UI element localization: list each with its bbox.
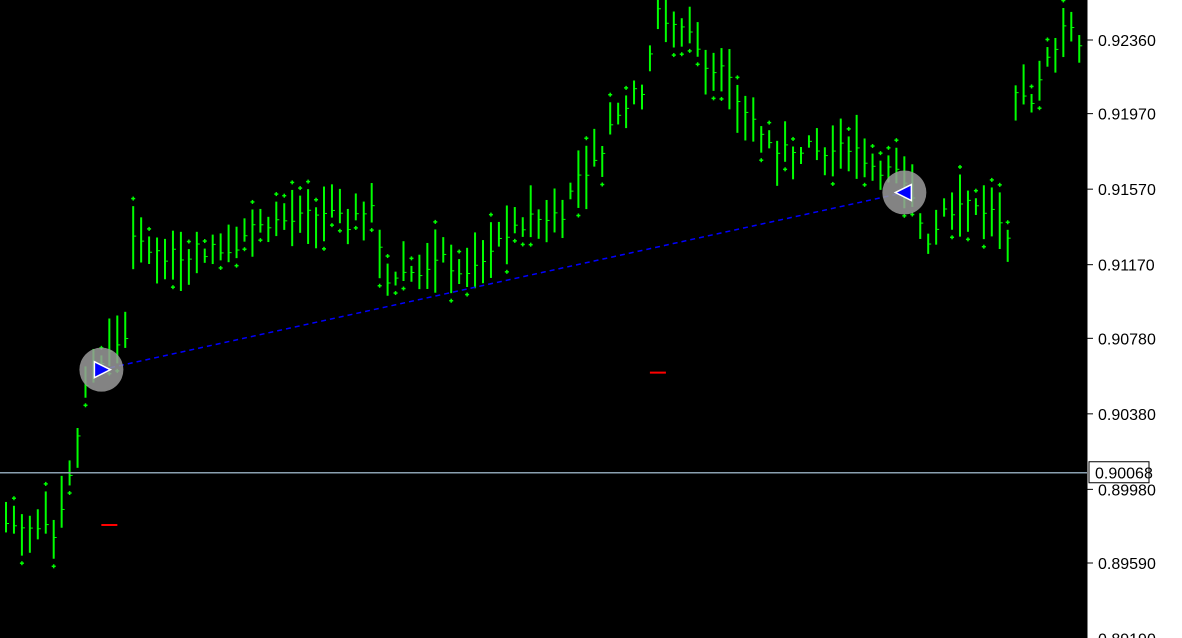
indicator-dot	[1029, 84, 1034, 89]
indicator-dot	[989, 177, 994, 182]
indicator-dot	[258, 238, 263, 243]
indicator-dot	[719, 96, 724, 101]
indicator-dot	[520, 242, 525, 247]
indicator-dot	[353, 225, 358, 230]
tick-label: 0.89590	[1098, 556, 1156, 573]
tick-label: 0.89980	[1098, 482, 1156, 499]
indicator-markers	[11, 0, 1066, 569]
indicator-dot	[282, 193, 287, 198]
indicator-dot	[528, 242, 533, 247]
indicator-dot	[401, 286, 406, 291]
indicator-dot	[504, 269, 509, 274]
indicator-dot	[965, 237, 970, 242]
tick-label: 0.90780	[1098, 331, 1156, 348]
indicator-dot	[393, 291, 398, 296]
indicator-dot	[51, 564, 56, 569]
tick-label: 0.92360	[1098, 33, 1156, 50]
indicator-dot	[385, 254, 390, 259]
indicator-dot	[329, 223, 334, 228]
indicator-dot	[369, 228, 374, 233]
current-price-tag: 0.90068	[1088, 461, 1153, 484]
plot-background	[0, 0, 1087, 638]
indicator-dot	[202, 239, 207, 244]
indicator-dot	[1045, 37, 1050, 42]
current-price-label: 0.90068	[1095, 466, 1153, 483]
tick-label: 0.89190	[1098, 632, 1156, 638]
indicator-dot	[870, 144, 875, 149]
indicator-dot	[958, 164, 962, 169]
indicator-dot	[218, 265, 223, 270]
indicator-dot	[43, 481, 48, 486]
indicator-dot	[131, 196, 136, 201]
indicator-dot	[878, 151, 883, 156]
indicator-dot	[465, 292, 470, 297]
tick-label: 0.91570	[1098, 182, 1156, 199]
indicator-dot	[600, 182, 605, 187]
price-bars	[5, 0, 1083, 559]
indicator-dot	[337, 228, 342, 233]
indicator-dot	[250, 199, 255, 204]
indicator-dot	[306, 179, 311, 184]
indicator-dot	[11, 496, 16, 501]
indicator-dot	[624, 85, 629, 90]
indicator-dot	[274, 192, 279, 197]
indicator-dot	[973, 188, 978, 193]
indicator-dot	[576, 213, 581, 218]
indicator-dot	[314, 197, 319, 202]
indicator-dot	[67, 491, 72, 496]
indicator-dot	[19, 561, 24, 566]
indicator-dot	[1005, 220, 1010, 225]
indicator-dot	[894, 138, 899, 143]
trade-line	[101, 191, 905, 371]
indicator-dot	[830, 181, 835, 186]
indicator-dot	[735, 75, 740, 80]
indicator-dot	[488, 212, 493, 217]
indicator-dot	[910, 212, 915, 217]
indicator-dot	[512, 238, 517, 243]
indicator-dot	[687, 48, 692, 53]
indicator-dot	[950, 235, 955, 240]
trade-overlay	[0, 170, 1087, 527]
indicator-dot	[981, 244, 986, 249]
arrow-left-icon[interactable]	[882, 170, 927, 215]
indicator-dot	[170, 285, 175, 290]
indicator-dot	[1061, 0, 1066, 3]
tick-label: 0.91170	[1098, 258, 1155, 275]
indicator-dot	[783, 167, 788, 172]
indicator-dot	[242, 247, 247, 252]
indicator-dot	[1037, 106, 1042, 111]
arrow-right-icon[interactable]	[79, 347, 124, 392]
indicator-dot	[457, 249, 462, 254]
indicator-dot	[886, 145, 891, 150]
indicator-dot	[711, 96, 716, 101]
indicator-dot	[695, 62, 700, 67]
indicator-dot	[234, 263, 239, 268]
indicator-dot	[759, 158, 764, 163]
indicator-dot	[679, 52, 684, 57]
indicator-dot	[608, 92, 613, 97]
indicator-dot	[997, 182, 1002, 187]
indicator-dot	[862, 182, 867, 187]
indicator-dot	[377, 283, 382, 288]
tick-label: 0.91970	[1098, 107, 1156, 124]
price-axis: 0.92360 0.91970 0.91570 0.91170 0.90780 0.903…	[1087, 33, 1156, 638]
tick-label: 0.90380	[1098, 407, 1156, 424]
indicator-dot	[83, 403, 88, 408]
indicator-dot	[671, 53, 676, 58]
indicator-dot	[767, 120, 772, 125]
indicator-dot	[147, 226, 152, 231]
indicator-dot	[433, 219, 438, 224]
indicator-dot	[449, 298, 454, 303]
indicator-dot	[846, 126, 851, 131]
price-axis-panel	[1087, 0, 1182, 638]
indicator-dot	[791, 136, 796, 141]
indicator-dot	[298, 186, 303, 191]
indicator-dot	[409, 256, 414, 261]
indicator-dot	[584, 136, 589, 141]
indicator-dot	[290, 180, 295, 185]
indicator-dot	[186, 239, 191, 244]
indicator-dot	[322, 246, 326, 251]
